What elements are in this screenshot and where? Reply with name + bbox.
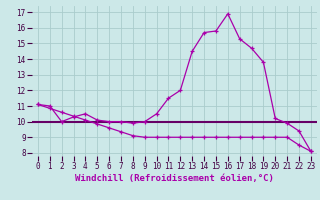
X-axis label: Windchill (Refroidissement éolien,°C): Windchill (Refroidissement éolien,°C) — [75, 174, 274, 183]
